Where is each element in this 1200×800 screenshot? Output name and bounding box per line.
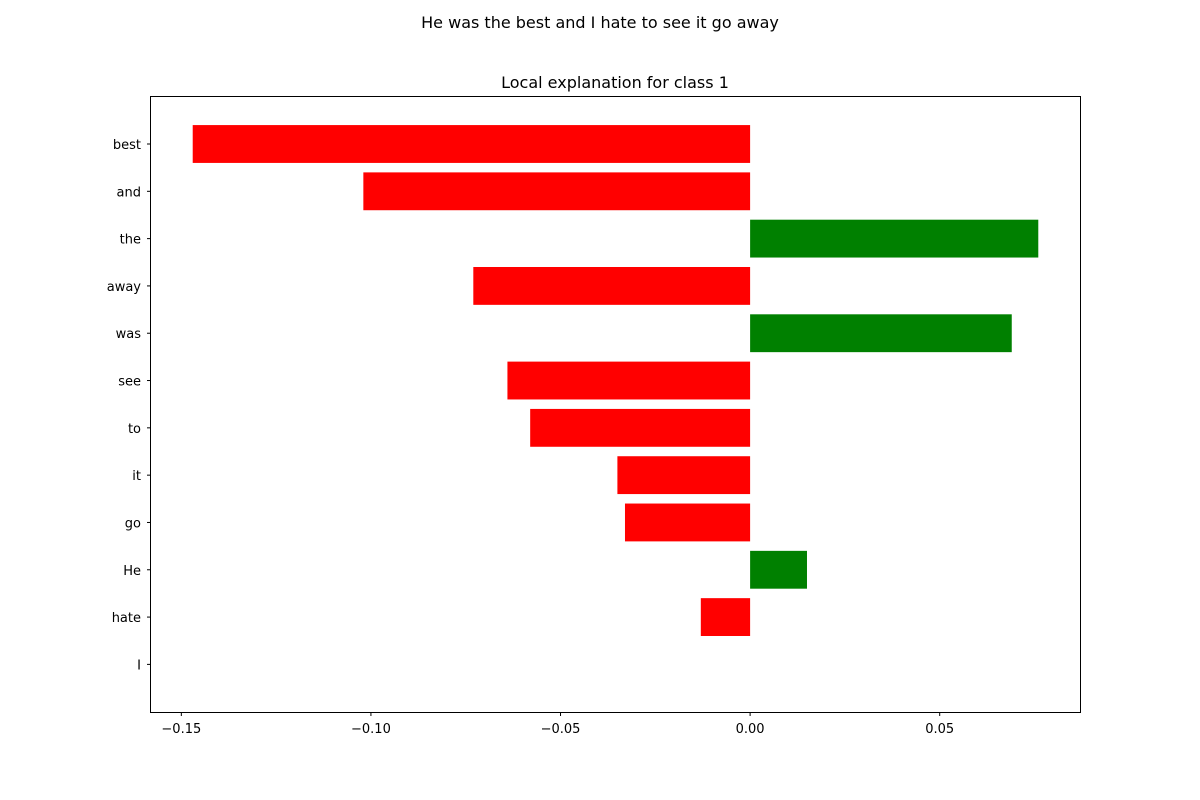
bar-best xyxy=(192,125,751,163)
bar-he xyxy=(750,550,807,589)
plot-frame xyxy=(150,96,1081,713)
y-tick-label: hate xyxy=(112,611,141,626)
bar-it xyxy=(617,456,751,495)
bar-and xyxy=(363,172,751,211)
x-tick-label: 0.05 xyxy=(925,722,954,737)
y-tick-label: I xyxy=(137,658,141,673)
x-tick-label: −0.10 xyxy=(351,722,391,737)
bar-hate xyxy=(700,598,751,636)
x-tick-label: −0.15 xyxy=(161,722,201,737)
y-tick-label: and xyxy=(117,185,141,200)
bar-to xyxy=(530,408,751,447)
x-tick-label: 0.00 xyxy=(736,722,765,737)
y-tick-label: it xyxy=(132,469,141,484)
y-axis: best and the away was see to it go He hate I xyxy=(107,138,151,673)
bar-was xyxy=(750,314,1012,353)
y-tick-label: to xyxy=(128,422,141,437)
chart-title: Local explanation for class 1 xyxy=(501,73,729,92)
bar-the xyxy=(750,219,1039,258)
y-tick-label: He xyxy=(123,564,141,579)
bar-go xyxy=(624,503,751,542)
bar-away xyxy=(473,267,751,305)
y-tick-label: the xyxy=(120,233,141,248)
x-axis: −0.15 −0.10 −0.05 0.00 0.05 xyxy=(161,712,954,737)
y-tick-label: go xyxy=(125,516,141,531)
bars-group xyxy=(192,125,1039,636)
x-tick-label: −0.05 xyxy=(541,722,581,737)
y-tick-label: see xyxy=(118,375,141,390)
y-tick-label: best xyxy=(113,138,141,153)
figure-suptitle: He was the best and I hate to see it go … xyxy=(421,13,779,32)
y-tick-label: away xyxy=(107,280,142,295)
y-tick-label: was xyxy=(116,327,142,342)
bar-see xyxy=(507,361,751,400)
